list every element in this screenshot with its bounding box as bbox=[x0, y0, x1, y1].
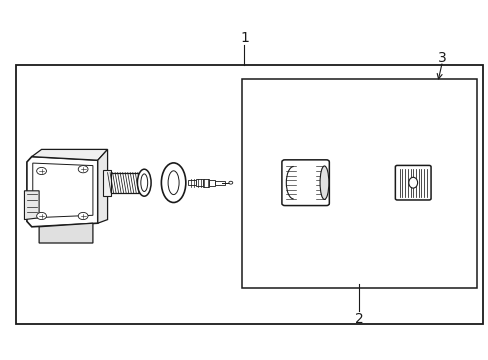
Circle shape bbox=[78, 166, 88, 173]
Text: 3: 3 bbox=[437, 51, 446, 64]
Bar bbox=[102, 170, 111, 196]
Text: 1: 1 bbox=[240, 31, 248, 45]
Ellipse shape bbox=[168, 171, 179, 194]
Ellipse shape bbox=[319, 166, 328, 199]
Polygon shape bbox=[98, 149, 107, 223]
Circle shape bbox=[78, 212, 88, 220]
Polygon shape bbox=[24, 191, 39, 220]
FancyBboxPatch shape bbox=[281, 160, 329, 206]
Circle shape bbox=[37, 212, 46, 220]
Ellipse shape bbox=[141, 174, 147, 192]
Bar bbox=[195, 180, 203, 186]
Ellipse shape bbox=[161, 163, 185, 202]
Circle shape bbox=[228, 181, 232, 184]
Ellipse shape bbox=[137, 169, 151, 196]
Polygon shape bbox=[32, 149, 107, 160]
Text: 2: 2 bbox=[354, 312, 363, 325]
Polygon shape bbox=[39, 223, 93, 243]
Bar bbox=[188, 180, 195, 185]
FancyBboxPatch shape bbox=[394, 165, 430, 200]
Bar bbox=[203, 179, 208, 187]
Bar bbox=[242, 79, 476, 288]
Bar bbox=[105, 173, 144, 193]
Polygon shape bbox=[27, 157, 98, 227]
Bar bbox=[16, 65, 482, 324]
Bar bbox=[215, 181, 224, 184]
Bar bbox=[208, 180, 215, 186]
Circle shape bbox=[37, 167, 46, 175]
Ellipse shape bbox=[408, 177, 417, 188]
